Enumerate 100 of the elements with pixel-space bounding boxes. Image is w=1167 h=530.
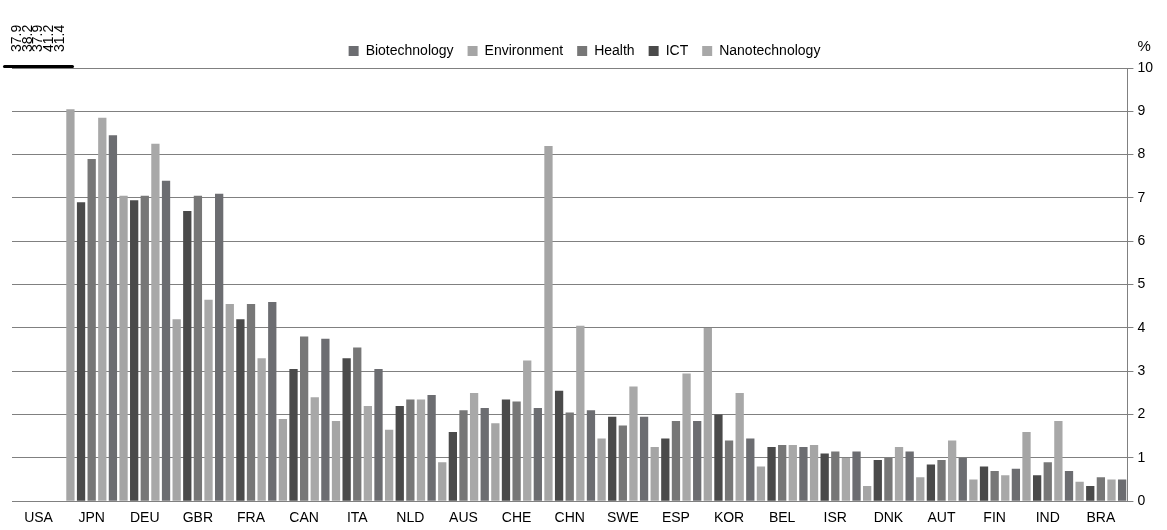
bar <box>321 338 330 501</box>
bar <box>735 392 744 501</box>
y-tick-label: 5 <box>1137 275 1146 292</box>
bar <box>608 416 617 501</box>
x-tick-label: BEL <box>768 509 796 526</box>
bar <box>969 479 978 501</box>
bar <box>1075 481 1084 501</box>
bar <box>384 429 394 501</box>
bar <box>183 210 192 501</box>
bar <box>395 405 404 501</box>
bar <box>1043 462 1052 501</box>
bar <box>852 451 861 501</box>
bar <box>937 460 946 501</box>
bar <box>66 109 75 501</box>
x-tick-label: DEU <box>130 509 160 526</box>
bar <box>523 360 532 501</box>
bar <box>788 444 797 501</box>
y-tick-label: 10 <box>1137 58 1154 75</box>
bar <box>491 423 500 501</box>
y-tick-label: 8 <box>1137 145 1146 162</box>
bar <box>310 397 319 501</box>
bar <box>926 464 936 501</box>
bar <box>438 462 447 501</box>
bar <box>756 466 766 501</box>
bar <box>979 466 989 501</box>
bar <box>1064 470 1074 501</box>
y-tick-label: 7 <box>1137 188 1146 205</box>
x-tick-label: KOR <box>713 509 745 526</box>
legend-label: Environment <box>484 41 564 58</box>
bar <box>130 200 139 501</box>
y-tick-label: 4 <box>1137 318 1146 335</box>
bar <box>873 460 882 501</box>
bar <box>161 180 171 501</box>
bar <box>151 143 160 501</box>
x-tick-label: BRA <box>1086 509 1116 526</box>
bar <box>958 457 967 501</box>
x-tick-label: JPN <box>78 509 105 526</box>
bar <box>767 447 776 501</box>
bar <box>427 395 436 501</box>
bar <box>204 299 213 501</box>
bar <box>108 135 118 501</box>
x-tick-label: AUS <box>449 509 478 526</box>
x-tick-label: USA <box>24 509 54 526</box>
bar <box>1117 479 1127 501</box>
bar <box>480 408 489 501</box>
bar <box>576 325 585 501</box>
legend-label: Health <box>594 41 635 58</box>
bar <box>894 447 904 501</box>
bar <box>469 392 479 501</box>
bar <box>990 470 999 501</box>
bar <box>416 399 426 501</box>
y-axis-title: % <box>1137 36 1151 54</box>
bar <box>1022 431 1031 501</box>
legend-label: ICT <box>665 41 689 58</box>
x-tick-label: FIN <box>983 509 1006 526</box>
bar <box>597 438 606 501</box>
x-tick-label: AUT <box>927 509 956 526</box>
x-tick-label: CHN <box>554 509 585 526</box>
bar <box>172 319 181 501</box>
bar <box>278 418 288 501</box>
bar <box>948 440 957 501</box>
bar <box>119 195 128 501</box>
bar <box>586 410 596 501</box>
bar <box>544 145 553 501</box>
bar <box>257 358 266 501</box>
bar <box>799 447 808 501</box>
bar <box>1032 475 1042 501</box>
bar <box>331 421 341 501</box>
bar <box>629 386 638 501</box>
bar <box>661 438 670 501</box>
bar <box>639 416 649 501</box>
bar <box>682 373 691 501</box>
bar <box>363 405 373 501</box>
y-tick-label: 3 <box>1137 362 1146 379</box>
x-tick-label: SWE <box>606 509 639 526</box>
bar <box>533 408 542 501</box>
bar <box>225 304 234 501</box>
bar <box>554 390 564 501</box>
bar <box>98 117 107 501</box>
x-tick-label: IND <box>1035 509 1060 526</box>
bar <box>1096 477 1106 501</box>
bar <box>501 399 511 501</box>
x-tick-label: ESP <box>661 509 690 526</box>
bar <box>746 438 755 501</box>
x-tick-label: CHE <box>501 509 532 526</box>
legend-label: Nanotechnology <box>719 41 821 58</box>
bar <box>1054 421 1063 501</box>
bar <box>268 301 277 501</box>
bar <box>916 477 925 501</box>
x-tick-label: GBR <box>182 509 214 526</box>
y-tick-label: 1 <box>1137 448 1146 465</box>
bar <box>905 451 914 501</box>
legend-label: Biotechnology <box>365 41 454 58</box>
x-tick-label: FRA <box>237 509 266 526</box>
bar <box>76 202 86 501</box>
bar <box>820 453 829 501</box>
x-tick-label: ITA <box>346 509 369 526</box>
x-tick-label: ISR <box>823 509 847 526</box>
bar <box>342 358 351 501</box>
bar <box>1086 486 1095 501</box>
